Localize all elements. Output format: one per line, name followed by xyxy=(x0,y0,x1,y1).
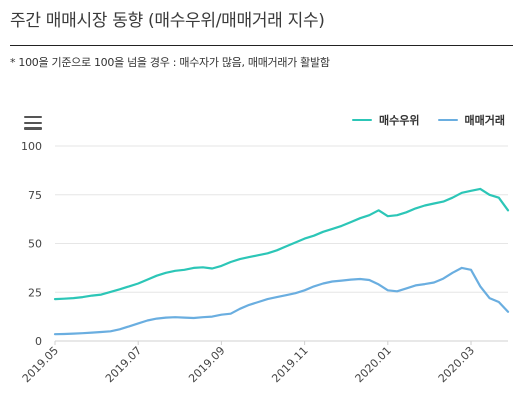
legend-swatch-series-2 xyxy=(437,118,458,122)
y-tick-label-0: 0 xyxy=(35,335,42,348)
x-tick-label-5: 2020.03 xyxy=(436,344,477,385)
x-tick-label-1: 2019.07 xyxy=(103,344,144,385)
hamburger-menu-icon[interactable] xyxy=(24,116,42,130)
legend-item-series-1[interactable]: 매수우위 xyxy=(352,112,420,128)
x-tick-label-4: 2020.01 xyxy=(353,344,394,385)
x-tick-label-0: 2019.05 xyxy=(20,344,61,385)
legend-item-series-2[interactable]: 매매거래 xyxy=(437,112,505,128)
legend-label-series-1: 매수우위 xyxy=(379,114,420,127)
legend-swatch-series-1 xyxy=(352,118,373,122)
page-title: 주간 매매시장 동향 (매수우위/매매거래 지수) xyxy=(10,11,325,31)
series-line-1 xyxy=(53,187,510,301)
title-divider xyxy=(10,45,513,46)
chart-legend: 매수우위 매매거래 xyxy=(352,112,505,128)
x-tick-label-3: 2019.11 xyxy=(269,344,310,385)
chart-note: * 100을 기준으로 100을 넘을 경우 : 매수자가 많음, 매매거래가 … xyxy=(10,56,330,69)
y-tick-label-75: 75 xyxy=(28,189,42,202)
x-tick-label-2: 2019.09 xyxy=(186,344,227,385)
y-tick-label-100: 100 xyxy=(21,140,42,153)
series-line-2 xyxy=(53,266,510,336)
legend-label-series-2: 매매거래 xyxy=(464,114,505,127)
y-tick-label-25: 25 xyxy=(28,286,42,299)
y-tick-label-50: 50 xyxy=(28,238,42,251)
